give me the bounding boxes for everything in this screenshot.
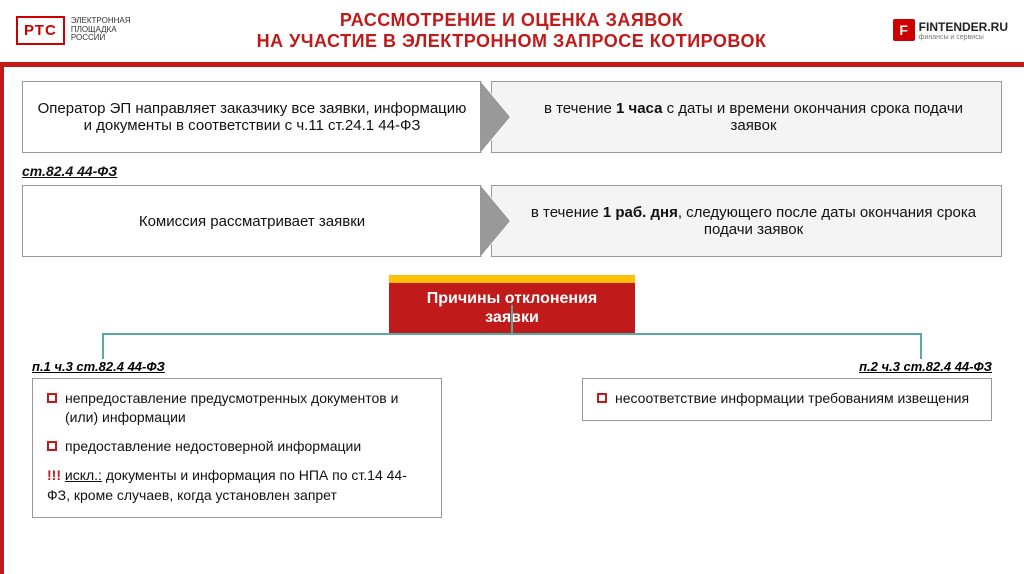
- left-box-ref: п.1 ч.3 ст.82.4 44-ФЗ: [32, 359, 442, 374]
- step1-right: в течение 1 часа с даты и времени оконча…: [491, 81, 1002, 153]
- excl-prefix: !!!: [47, 467, 65, 483]
- connector: [102, 333, 922, 359]
- bullet-icon: [47, 393, 57, 403]
- left-bullet-2: предоставление недостоверной информации: [47, 437, 427, 456]
- step2-left: Комиссия рассматривает заявки: [22, 185, 482, 257]
- excl-rest: документы и информация по НПА по ст.14 4…: [47, 467, 407, 503]
- title-line-2: НА УЧАСТИЕ В ЭЛЕКТРОННОМ ЗАПРОСЕ КОТИРОВ…: [130, 31, 892, 52]
- left-bullet-1: непредоставление предусмотренных докумен…: [47, 389, 427, 427]
- step1-right-post: с даты и времени окончания срока подачи …: [662, 100, 963, 134]
- page-title: РАССМОТРЕНИЕ И ОЦЕНКА ЗАЯВОК НА УЧАСТИЕ …: [130, 10, 892, 52]
- connector-mid: [511, 305, 513, 333]
- right-box: несоответствие информации требованиям из…: [582, 378, 992, 421]
- fintender-icon: F: [893, 19, 915, 41]
- reason-box-left-col: п.1 ч.3 ст.82.4 44-ФЗ непредоставление п…: [32, 359, 442, 518]
- arrow-point-2: [481, 185, 511, 257]
- law-ref-1: ст.82.4 44-ФЗ: [22, 163, 1002, 179]
- right-box-ref: п.2 ч.3 ст.82.4 44-ФЗ: [582, 359, 992, 374]
- left-box: непредоставление предусмотренных докумен…: [32, 378, 442, 518]
- yellow-accent-bar: [389, 275, 635, 283]
- red-divider: [0, 62, 1024, 67]
- step2-right-post: , следующего после даты окончания срока …: [678, 204, 976, 238]
- connector-right: [920, 333, 922, 359]
- logo-right: F FINTENDER.RU финансы и сервисы: [893, 19, 1008, 41]
- excl-under: искл.:: [65, 467, 102, 483]
- connector-horiz: [102, 333, 922, 335]
- right-bullet-1: несоответствие информации требованиям из…: [597, 389, 977, 408]
- fintender-sub: финансы и сервисы: [919, 34, 1008, 41]
- reason-box-right-col: п.2 ч.3 ст.82.4 44-ФЗ несоответствие инф…: [582, 359, 992, 421]
- step1-left: Оператор ЭП направляет заказчику все зая…: [22, 81, 482, 153]
- rtc-logo-box: РТС: [16, 16, 65, 45]
- reason-boxes: п.1 ч.3 ст.82.4 44-ФЗ непредоставление п…: [22, 359, 1002, 518]
- logo-left: РТС ЭЛЕКТРОННАЯ ПЛОЩАДКА РОССИИ: [16, 16, 130, 45]
- step-row-2: Комиссия рассматривает заявки в течение …: [22, 185, 1002, 257]
- step1-right-pre: в течение: [544, 100, 616, 117]
- connector-left: [102, 333, 104, 359]
- left-bullet-1-text: непредоставление предусмотренных докумен…: [65, 389, 427, 427]
- arrow-point-1: [481, 81, 511, 153]
- right-bullet-1-text: несоответствие информации требованиям из…: [615, 389, 969, 408]
- header: РТС ЭЛЕКТРОННАЯ ПЛОЩАДКА РОССИИ РАССМОТР…: [0, 0, 1024, 56]
- step2-right-pre: в течение: [531, 204, 603, 221]
- rtc-logo-sub: ЭЛЕКТРОННАЯ ПЛОЩАДКА РОССИИ: [71, 17, 131, 43]
- step1-right-bold: 1 часа: [616, 100, 662, 117]
- bullet-icon: [597, 393, 607, 403]
- left-exclusion: !!! искл.: документы и информация по НПА…: [47, 466, 427, 505]
- bullet-icon: [47, 441, 57, 451]
- fintender-text: FINTENDER.RU: [919, 20, 1008, 34]
- title-line-1: РАССМОТРЕНИЕ И ОЦЕНКА ЗАЯВОК: [130, 10, 892, 31]
- left-bullet-2-text: предоставление недостоверной информации: [65, 437, 361, 456]
- left-accent-bar: [0, 62, 4, 574]
- step2-right: в течение 1 раб. дня, следующего после д…: [491, 185, 1002, 257]
- step-row-1: Оператор ЭП направляет заказчику все зая…: [22, 81, 1002, 153]
- step2-right-bold: 1 раб. дня: [603, 204, 678, 221]
